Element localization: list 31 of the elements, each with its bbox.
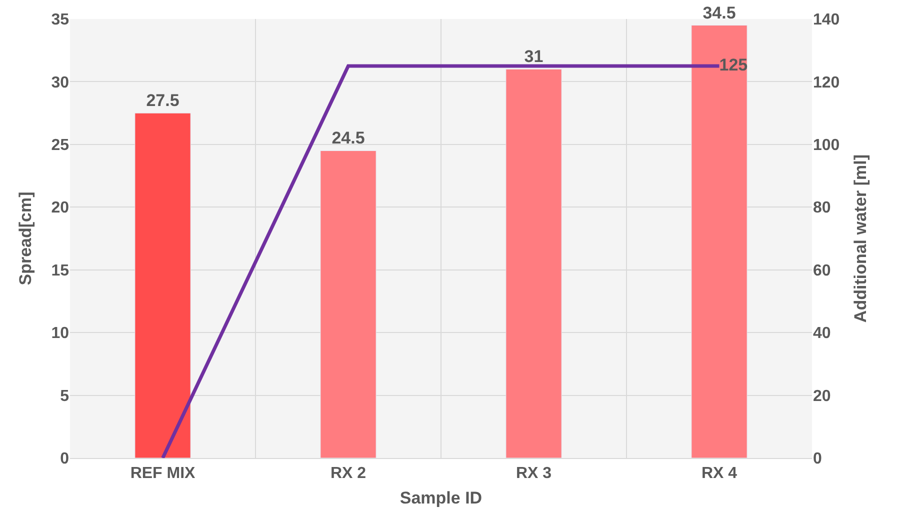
x-tick-label: RX 3 bbox=[516, 465, 552, 482]
y-tick-label: 0 bbox=[60, 450, 70, 468]
y-tick-label: 15 bbox=[51, 262, 70, 280]
y2-tick-label: 80 bbox=[813, 200, 831, 217]
x-axis-title: Sample ID bbox=[400, 488, 482, 508]
x-tick-label: RX 2 bbox=[330, 465, 366, 482]
y-tick-label: 35 bbox=[51, 12, 70, 29]
y-tick-label: 20 bbox=[51, 200, 70, 217]
data-label: 31 bbox=[524, 47, 544, 66]
y2-tick-label: 40 bbox=[813, 325, 831, 342]
y-tick-label: 25 bbox=[51, 137, 70, 154]
y-axis-title: Spread[cm] bbox=[16, 192, 35, 286]
y2-axis-title: Additional water [ml] bbox=[851, 154, 870, 323]
y-tick-label: 10 bbox=[51, 325, 70, 342]
bar bbox=[691, 25, 748, 458]
y2-tick-label: 100 bbox=[813, 137, 840, 154]
y2-tick-label: 120 bbox=[813, 74, 840, 92]
y2-tick-label: 0 bbox=[813, 450, 822, 468]
bar bbox=[506, 68, 562, 458]
data-label: 34.5 bbox=[702, 3, 736, 22]
bar bbox=[320, 150, 376, 458]
data-label: 27.5 bbox=[146, 91, 180, 110]
y2-tick-label: 20 bbox=[813, 388, 831, 405]
y2-tick-label: 60 bbox=[813, 262, 831, 280]
y-tick-label: 5 bbox=[60, 388, 70, 405]
x-tick-label: REF MIX bbox=[130, 465, 196, 482]
bar bbox=[134, 112, 191, 458]
y-tick-label: 30 bbox=[51, 74, 70, 92]
data-label: 24.5 bbox=[332, 128, 365, 148]
x-tick-label: RX 4 bbox=[701, 465, 738, 482]
y2-tick-label: 140 bbox=[813, 12, 840, 29]
